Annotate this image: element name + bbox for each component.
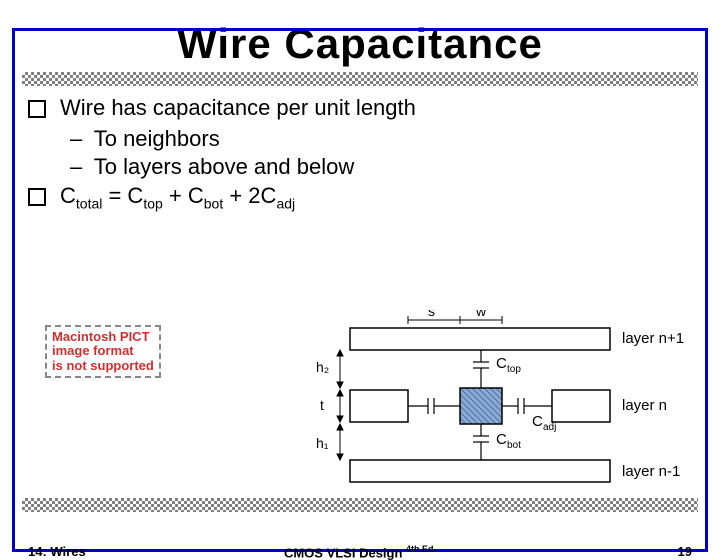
label-cadj: C bbox=[532, 413, 543, 430]
label-t: t bbox=[320, 397, 324, 413]
slide: Wire Capacitance Wire has capacitance pe… bbox=[0, 20, 720, 560]
pict-l3: is not supported bbox=[52, 359, 154, 373]
footer-center-ed: 4th Ed. bbox=[406, 544, 436, 554]
label-h2: h₂ bbox=[316, 359, 329, 375]
wire-diagram: s w h₂ t h₁ bbox=[310, 310, 690, 490]
footer-center: CMOS VLSI Design 4th Ed. bbox=[22, 544, 698, 560]
footer-center-main: CMOS VLSI Design bbox=[284, 545, 406, 560]
label-w: w bbox=[475, 310, 487, 319]
label-cbot: C bbox=[496, 431, 507, 448]
label-h1: h₁ bbox=[316, 435, 329, 451]
pict-l1: Macintosh PICT bbox=[52, 330, 154, 344]
pict-warning: Macintosh PICT image format is not suppo… bbox=[45, 325, 161, 378]
label-ctop: C bbox=[496, 355, 507, 372]
label-ctop-sub: top bbox=[507, 364, 521, 375]
divider-bottom bbox=[22, 498, 698, 512]
label-s: s bbox=[428, 310, 435, 319]
label-layer-n: layer n bbox=[622, 397, 667, 414]
label-layer-nm1: layer n-1 bbox=[622, 463, 680, 480]
label-cadj-sub: adj bbox=[543, 422, 556, 433]
footer-right: 19 bbox=[678, 544, 692, 559]
label-layer-np1: layer n+1 bbox=[622, 330, 684, 347]
pict-l2: image format bbox=[52, 344, 154, 358]
label-cbot-sub: bot bbox=[507, 440, 521, 451]
